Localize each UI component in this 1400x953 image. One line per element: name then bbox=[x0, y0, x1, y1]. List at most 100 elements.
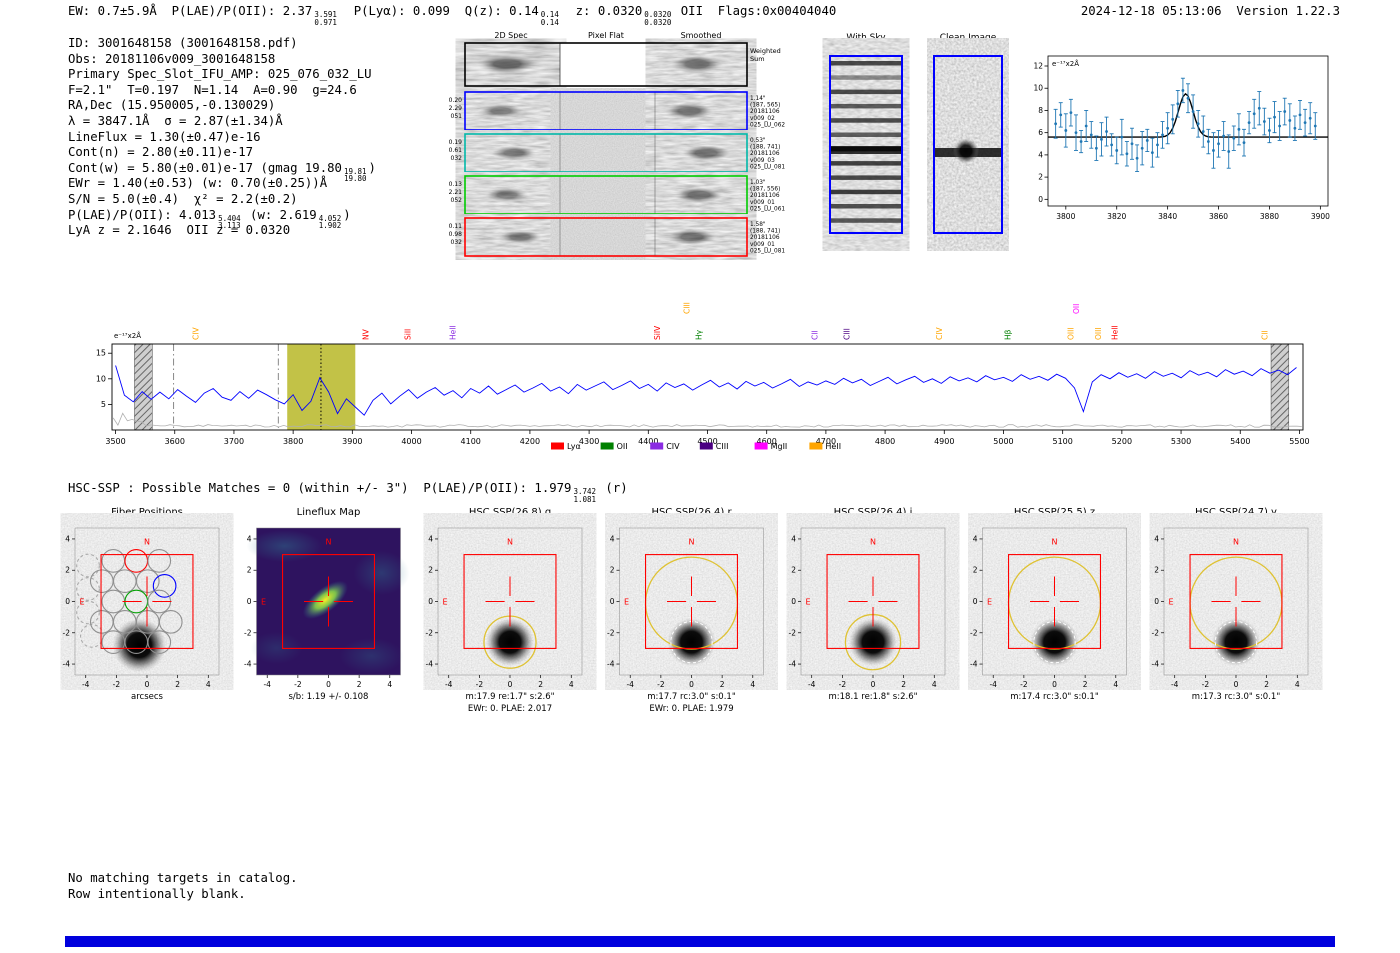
svg-text:e⁻¹⁷x2Å: e⁻¹⁷x2Å bbox=[114, 331, 141, 340]
svg-text:0: 0 bbox=[65, 597, 70, 606]
svg-text:051: 051 bbox=[451, 113, 463, 120]
svg-text:m:17.7 rc:3.0" s:0.1": m:17.7 rc:3.0" s:0.1" bbox=[647, 692, 736, 702]
svg-text:5000: 5000 bbox=[993, 437, 1013, 446]
svg-text:NV: NV bbox=[361, 328, 370, 340]
panel-hsc-z: HSC SSP(25.5) z N E -4 -4 -2 -2 0 0 2 2 4 4 m:17.4 rc… bbox=[970, 507, 1127, 702]
svg-text:SiII: SiII bbox=[403, 329, 412, 340]
svg-text:3840: 3840 bbox=[1158, 212, 1177, 221]
svg-text:-4: -4 bbox=[607, 660, 615, 669]
svg-text:-4: -4 bbox=[63, 660, 71, 669]
svg-text:-4: -4 bbox=[445, 680, 453, 689]
svg-text:3820: 3820 bbox=[1107, 212, 1126, 221]
separator-bar bbox=[65, 936, 1335, 947]
header-datetime-version: 2024-12-18 05:13:06 Version 1.22.3 bbox=[1030, 4, 1340, 18]
svg-text:4400: 4400 bbox=[638, 437, 658, 446]
svg-text:5100: 5100 bbox=[1052, 437, 1072, 446]
svg-text:4: 4 bbox=[247, 534, 252, 543]
svg-text:-4: -4 bbox=[789, 660, 797, 669]
svg-text:MgII: MgII bbox=[771, 442, 788, 451]
svg-text:0: 0 bbox=[1052, 680, 1057, 689]
svg-text:4: 4 bbox=[206, 680, 211, 689]
svg-text:2D Spec: 2D Spec bbox=[494, 31, 527, 40]
svg-text:N: N bbox=[870, 538, 876, 547]
svg-text:4300: 4300 bbox=[579, 437, 599, 446]
svg-text:3800: 3800 bbox=[283, 437, 303, 446]
svg-text:4: 4 bbox=[750, 680, 755, 689]
svg-text:(188, 741): (188, 741) bbox=[750, 229, 780, 235]
full-spectrum-chart: 3500 3600 3700 3800 3900 4000 4100 4200 4300 4400… bbox=[96, 302, 1310, 451]
panel-fiber-positions: Fiber Positions N E -4 -4 -2 -2 0 0 2 2 4 4 arcsecs bbox=[63, 507, 220, 702]
svg-text:2: 2 bbox=[538, 680, 543, 689]
info-line: RA,Dec (15.950005,-0.130029) bbox=[68, 98, 276, 113]
info-line: Cont(w) = 5.80(±0.01)e-17 (gmag 19.80 19.… bbox=[68, 160, 376, 184]
svg-text:10: 10 bbox=[1033, 84, 1043, 93]
svg-text:0: 0 bbox=[508, 680, 513, 689]
svg-text:HSC SSP(26.4) i: HSC SSP(26.4) i bbox=[834, 507, 913, 518]
svg-text:4: 4 bbox=[1113, 680, 1118, 689]
info-line: LyA z = 2.1646 OII z = 0.0320 bbox=[68, 223, 291, 238]
svg-text:4: 4 bbox=[932, 680, 937, 689]
svg-text:4700: 4700 bbox=[816, 437, 836, 446]
svg-text:(187, 556): (187, 556) bbox=[750, 187, 780, 193]
svg-text:025_LU_061: 025_LU_061 bbox=[750, 206, 785, 212]
svg-text:-2: -2 bbox=[1020, 680, 1028, 689]
svg-text:10: 10 bbox=[96, 374, 106, 383]
svg-text:0.11: 0.11 bbox=[449, 223, 463, 230]
panel-hsc-y: HSC SSP(24.7) y N E -4 -4 -2 -2 0 0 2 2 4 4 m:17.3 rc… bbox=[1152, 507, 1309, 702]
svg-text:0.13: 0.13 bbox=[449, 181, 463, 188]
svg-text:-2: -2 bbox=[1152, 628, 1160, 637]
svg-text:4: 4 bbox=[1295, 680, 1300, 689]
svg-text:-2: -2 bbox=[63, 628, 71, 637]
info-line: EWr = 1.40(±0.53) (w: 0.70(±0.25))Å bbox=[68, 176, 328, 191]
svg-text:4200: 4200 bbox=[520, 437, 540, 446]
svg-text:HSC SSP(26.8) g: HSC SSP(26.8) g bbox=[469, 507, 551, 518]
svg-text:E: E bbox=[1168, 598, 1173, 607]
svg-text:2: 2 bbox=[357, 680, 362, 689]
svg-text:4: 4 bbox=[1038, 150, 1043, 159]
svg-text:4800: 4800 bbox=[875, 437, 895, 446]
svg-text:CIII: CIII bbox=[716, 442, 729, 451]
svg-text:-2: -2 bbox=[294, 680, 302, 689]
svg-text:m:17.4 rc:3.0" s:0.1": m:17.4 rc:3.0" s:0.1" bbox=[1010, 692, 1099, 702]
svg-text:-2: -2 bbox=[839, 680, 847, 689]
svg-text:2: 2 bbox=[247, 566, 252, 575]
svg-text:20181106: 20181106 bbox=[750, 235, 780, 241]
svg-text:4: 4 bbox=[791, 534, 796, 543]
svg-text:N: N bbox=[507, 538, 513, 547]
svg-text:2: 2 bbox=[720, 680, 725, 689]
svg-text:3700: 3700 bbox=[224, 437, 244, 446]
svg-text:2: 2 bbox=[1264, 680, 1269, 689]
svg-text:3860: 3860 bbox=[1209, 212, 1228, 221]
svg-text:2: 2 bbox=[973, 566, 978, 575]
svg-text:(187, 565): (187, 565) bbox=[750, 103, 780, 109]
svg-text:0.61: 0.61 bbox=[449, 147, 463, 154]
svg-text:0.20: 0.20 bbox=[449, 97, 463, 104]
panel-hsc-i: HSC SSP(26.4) i N E -4 -4 -2 -2 0 0 2 2 4 4 m:18.1 re… bbox=[789, 507, 946, 702]
svg-text:0: 0 bbox=[791, 597, 796, 606]
svg-text:E: E bbox=[442, 598, 447, 607]
svg-text:e⁻¹⁷x2Å: e⁻¹⁷x2Å bbox=[1052, 59, 1079, 68]
svg-text:-2: -2 bbox=[476, 680, 484, 689]
hsc-match-summary: HSC-SSP : Possible Matches = 0 (within +… bbox=[68, 481, 628, 504]
svg-text:v009_03: v009_03 bbox=[750, 158, 775, 164]
svg-text:OII: OII bbox=[1072, 304, 1081, 314]
svg-text:v009_01: v009_01 bbox=[750, 200, 775, 206]
svg-text:-4: -4 bbox=[808, 680, 816, 689]
svg-text:4: 4 bbox=[973, 534, 978, 543]
svg-text:0: 0 bbox=[973, 597, 978, 606]
svg-text:x, y: 187, 565: x, y: 187, 565 bbox=[942, 44, 994, 53]
info-line: Primary Spec_Slot_IFU_AMP: 025_076_032_L… bbox=[68, 67, 372, 82]
catalog-notes: No matching targets in catalog. Row inten… bbox=[68, 870, 298, 902]
svg-text:Clean Image: Clean Image bbox=[940, 33, 997, 43]
svg-text:032: 032 bbox=[451, 239, 463, 246]
svg-text:E: E bbox=[805, 598, 810, 607]
svg-text:0: 0 bbox=[610, 597, 615, 606]
svg-text:0: 0 bbox=[689, 680, 694, 689]
svg-text:-2: -2 bbox=[970, 628, 978, 637]
svg-text:5: 5 bbox=[101, 400, 106, 409]
imaging-cutout-panels: Fiber Positions N E -4 -4 -2 -2 0 0 2 2 4 4 arcsecs Li… bbox=[63, 507, 1309, 714]
svg-text:5200: 5200 bbox=[1112, 437, 1132, 446]
svg-text:12: 12 bbox=[1033, 62, 1043, 71]
svg-text:20181106: 20181106 bbox=[750, 193, 780, 199]
